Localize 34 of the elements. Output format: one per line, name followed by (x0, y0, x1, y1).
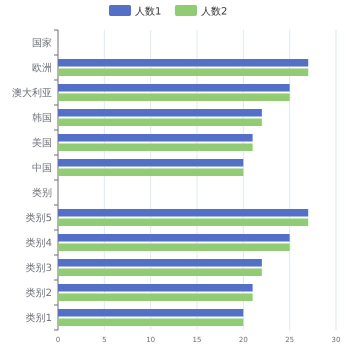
bar (58, 59, 308, 66)
bar (58, 118, 262, 126)
y-tick-label: 类别5 (26, 212, 52, 224)
legend-label: 人数2 (201, 6, 228, 18)
bar (58, 309, 244, 316)
bar (58, 144, 253, 151)
y-tick-label: 中国 (32, 162, 52, 174)
bar (58, 318, 244, 326)
bar (58, 159, 244, 166)
y-tick-label: 类别4 (26, 237, 52, 249)
y-tick-label: 类别3 (26, 262, 52, 274)
y-tick-label: 美国 (32, 137, 52, 149)
legend-label: 人数1 (135, 6, 162, 18)
bar (58, 109, 262, 116)
bar (58, 268, 262, 276)
bar (58, 168, 244, 176)
bar (58, 68, 308, 76)
y-tick-label: 类别 (32, 187, 52, 199)
y-tick-label: 类别1 (26, 312, 52, 324)
bar (58, 209, 308, 216)
bar (58, 234, 290, 242)
bar (58, 218, 308, 226)
bar (58, 244, 290, 251)
bar (58, 284, 253, 292)
bar (58, 84, 290, 92)
bar (58, 294, 253, 301)
y-tick-label: 澳大利亚 (12, 87, 52, 99)
y-tick-label: 类别2 (26, 287, 52, 299)
y-tick-label: 国家 (32, 37, 52, 49)
y-tick-label: 欧洲 (32, 62, 52, 74)
y-tick-label: 韩国 (32, 112, 52, 124)
bar (58, 134, 253, 142)
bar (58, 94, 290, 101)
bar (58, 259, 262, 266)
